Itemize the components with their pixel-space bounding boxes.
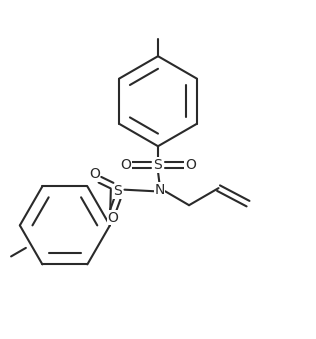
Text: O: O [107, 211, 118, 225]
Text: O: O [89, 167, 100, 181]
Text: O: O [120, 158, 131, 172]
Text: S: S [113, 184, 122, 198]
Text: S: S [154, 158, 162, 172]
Text: N: N [154, 183, 165, 197]
Text: O: O [185, 158, 196, 172]
